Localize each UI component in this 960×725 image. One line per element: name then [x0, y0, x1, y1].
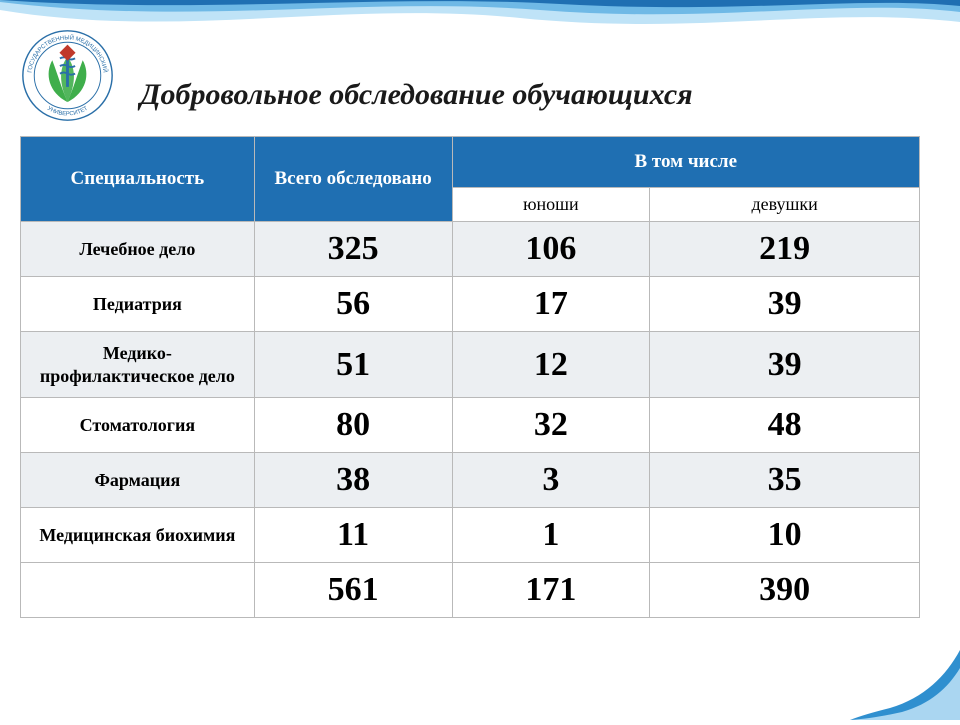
cell-female: 10 — [650, 508, 920, 563]
table-row: Педиатрия 56 17 39 — [21, 277, 920, 332]
cell-spec: Педиатрия — [21, 277, 255, 332]
table-row: Медицинская биохимия 11 1 10 — [21, 508, 920, 563]
cell-spec: Медицинская биохимия — [21, 508, 255, 563]
svg-text:УНИВЕРСИТЕТ: УНИВЕРСИТЕТ — [46, 105, 89, 117]
cell-spec: Медико-профилактическое дело — [21, 332, 255, 398]
cell-male: 32 — [452, 398, 650, 453]
cell-female: 35 — [650, 453, 920, 508]
university-logo: ГОСУДАРСТВЕННЫЙ МЕДИЦИНСКИЙ УНИВЕРСИТЕТ — [20, 28, 115, 123]
col-header-male: юноши — [452, 188, 650, 222]
cell-male: 17 — [452, 277, 650, 332]
cell-spec: Стоматология — [21, 398, 255, 453]
table-row-total: 561 171 390 — [21, 563, 920, 618]
cell-female: 48 — [650, 398, 920, 453]
cell-total: 56 — [254, 277, 452, 332]
top-swoosh — [0, 0, 960, 60]
table-row: Фармация 38 3 35 — [21, 453, 920, 508]
cell-male: 1 — [452, 508, 650, 563]
table-body: Лечебное дело 325 106 219 Педиатрия 56 1… — [21, 222, 920, 618]
cell-male: 171 — [452, 563, 650, 618]
cell-female: 219 — [650, 222, 920, 277]
cell-spec — [21, 563, 255, 618]
table-row: Лечебное дело 325 106 219 — [21, 222, 920, 277]
cell-female: 39 — [650, 277, 920, 332]
data-table: Специальность Всего обследовано В том чи… — [20, 136, 920, 618]
cell-female: 39 — [650, 332, 920, 398]
data-table-container: Специальность Всего обследовано В том чи… — [20, 136, 920, 618]
cell-male: 106 — [452, 222, 650, 277]
col-header-group: В том числе — [452, 137, 920, 188]
cell-total: 38 — [254, 453, 452, 508]
col-header-total: Всего обследовано — [254, 137, 452, 222]
cell-total: 11 — [254, 508, 452, 563]
page-title: Добровольное обследование обучающихся — [140, 78, 920, 112]
cell-male: 3 — [452, 453, 650, 508]
cell-spec: Лечебное дело — [21, 222, 255, 277]
table-row: Медико-профилактическое дело 51 12 39 — [21, 332, 920, 398]
cell-total: 325 — [254, 222, 452, 277]
cell-male: 12 — [452, 332, 650, 398]
cell-total: 51 — [254, 332, 452, 398]
cell-total: 561 — [254, 563, 452, 618]
col-header-female: девушки — [650, 188, 920, 222]
cell-spec: Фармация — [21, 453, 255, 508]
corner-accent — [850, 650, 960, 720]
cell-female: 390 — [650, 563, 920, 618]
cell-total: 80 — [254, 398, 452, 453]
table-row: Стоматология 80 32 48 — [21, 398, 920, 453]
col-header-spec: Специальность — [21, 137, 255, 222]
